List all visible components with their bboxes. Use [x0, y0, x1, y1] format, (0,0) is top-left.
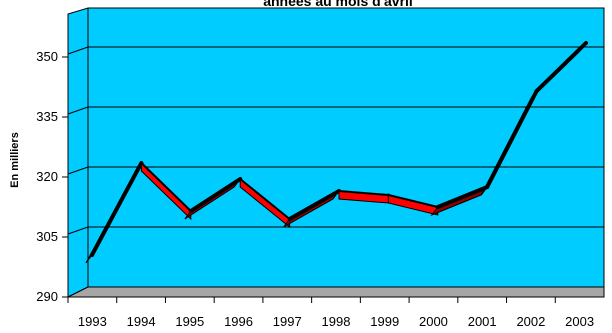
- plot-back-wall: [87, 7, 605, 288]
- x-tick-label: 2001: [468, 314, 497, 329]
- data-point: [386, 193, 390, 197]
- line-segment: [188, 177, 243, 213]
- plot-floor: [67, 286, 605, 298]
- x-tick-label: 1996: [224, 314, 253, 329]
- y-tick-label: 305: [36, 229, 58, 244]
- data-point: [288, 217, 292, 221]
- line-segment-edge: [140, 162, 192, 212]
- gridline-side: [67, 46, 89, 55]
- data-point: [238, 177, 242, 181]
- y-tick-label: 350: [36, 49, 58, 64]
- chart-title: années au mois d'avril: [263, 0, 413, 9]
- x-tick-label: 2002: [516, 314, 545, 329]
- x-tick-label: 1995: [175, 314, 204, 329]
- data-point: [535, 89, 539, 93]
- gridline-side: [67, 106, 89, 115]
- data-point: [139, 161, 143, 165]
- x-tick-label: 2000: [419, 314, 448, 329]
- gridline-side: [67, 166, 89, 175]
- line-segment: [435, 185, 490, 209]
- line-segment: [287, 189, 341, 221]
- line-segment-edge: [388, 194, 439, 208]
- gridline-side: [67, 226, 89, 235]
- y-tick-label: 290: [36, 289, 58, 304]
- x-tick-label: 1994: [127, 314, 156, 329]
- line-segment: [90, 161, 144, 257]
- x-tick-label: 2003: [565, 314, 594, 329]
- data-point: [584, 41, 588, 45]
- data-point: [436, 205, 440, 209]
- x-tick-label: 1999: [370, 314, 399, 329]
- y-tick-label: 320: [36, 169, 58, 184]
- x-tick-label: 1993: [78, 314, 107, 329]
- x-tick-label: 1998: [322, 314, 351, 329]
- data-point: [90, 253, 94, 257]
- data-point: [485, 185, 489, 189]
- y-tick-label: 335: [36, 109, 58, 124]
- line-segment: [485, 89, 539, 189]
- data-point: [189, 209, 193, 213]
- plot-side-wall: [67, 7, 89, 298]
- data-point: [337, 189, 341, 193]
- line-segment-edge: [338, 190, 389, 196]
- line-segment-edge: [239, 178, 291, 220]
- line-segment: [534, 41, 588, 93]
- x-tick-label: 1997: [273, 314, 302, 329]
- y-axis-label: En milliers: [9, 132, 21, 188]
